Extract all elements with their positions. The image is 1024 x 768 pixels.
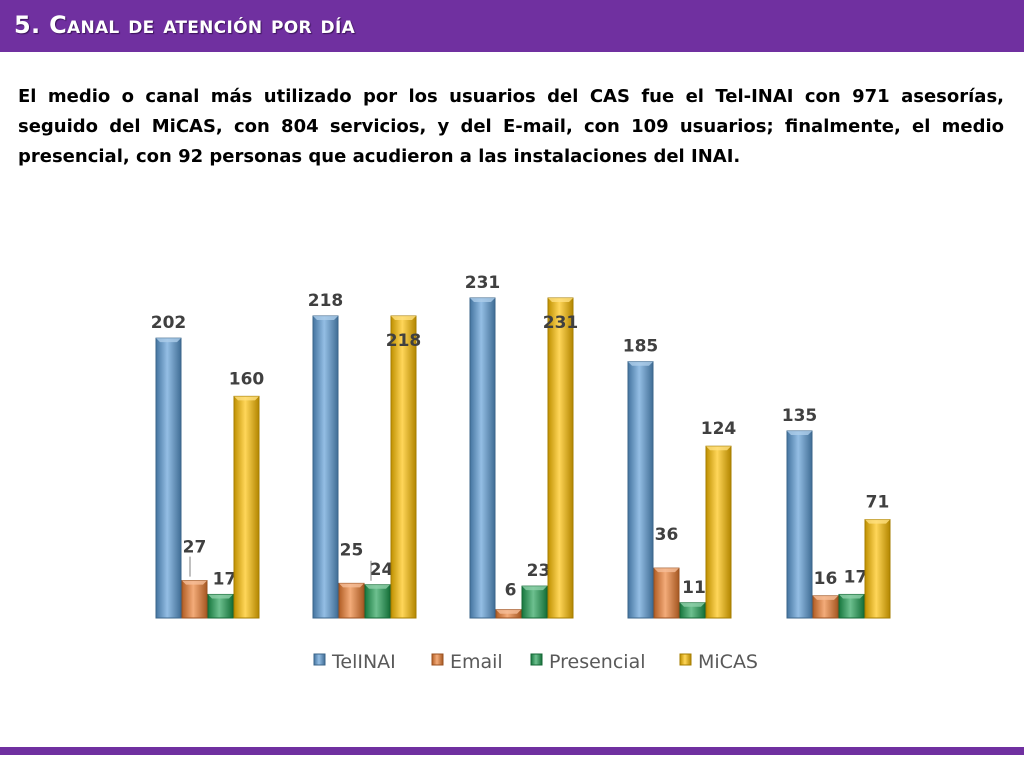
bar-cap-email-4	[654, 568, 679, 573]
bar-cap-micas-1	[234, 396, 259, 401]
bar-cap-telinai-5	[787, 430, 812, 435]
data-label-micas-4: 124	[701, 419, 737, 439]
legend-label-presencial: Presencial	[549, 651, 645, 673]
data-label-presencial-5: 17	[844, 567, 868, 587]
slide-title: 5. Canal de atención por día	[14, 11, 356, 39]
bar-cap-email-2	[339, 583, 364, 588]
bar-micas-1	[233, 395, 260, 619]
bar-micas-2	[390, 315, 417, 619]
bar-cap-micas-4	[706, 446, 731, 451]
bar-cap-micas-3	[548, 298, 573, 302]
bar-cap-presencial-4	[680, 602, 705, 607]
legend-label-micas: MiCAS	[698, 651, 758, 673]
data-label-email-1: 27	[183, 538, 207, 558]
data-label-telinai-1: 202	[151, 313, 187, 333]
bar-telinai-4	[627, 361, 654, 619]
bar-cap-presencial-3	[522, 586, 547, 591]
bar-email-4	[653, 567, 680, 619]
bar-cap-micas-5	[865, 519, 890, 524]
data-label-email-4: 36	[655, 525, 679, 545]
bar-telinai-1	[155, 337, 182, 619]
bar-cap-telinai-2	[313, 316, 338, 321]
legend-swatch-email	[431, 653, 444, 666]
bar-email-1	[181, 580, 208, 619]
bar-cap-email-5	[813, 595, 838, 600]
bar-presencial-3	[521, 585, 548, 619]
data-label-email-3: 6	[505, 581, 517, 601]
data-label-email-5: 16	[814, 569, 838, 589]
bar-email-2	[338, 582, 365, 619]
data-label-presencial-1: 17	[213, 569, 237, 589]
legend-swatch-telinai	[313, 653, 326, 666]
bar-cap-telinai-1	[156, 338, 181, 343]
bar-cap-presencial-1	[208, 594, 233, 599]
data-label-micas-2: 218	[386, 331, 422, 351]
legend-swatch-micas	[679, 653, 692, 666]
bar-cap-email-3	[496, 609, 521, 614]
data-label-micas-5: 71	[866, 493, 890, 513]
data-label-micas-3: 231	[543, 313, 579, 333]
bar-cap-micas-2	[391, 316, 416, 321]
bar-telinai-2	[312, 315, 339, 619]
data-label-presencial-3: 23	[527, 561, 551, 581]
bar-micas-3	[547, 297, 574, 619]
data-label-telinai-2: 218	[308, 291, 344, 311]
bar-cap-presencial-2	[365, 584, 390, 589]
legend-label-telinai: TelINAI	[331, 651, 396, 673]
data-label-presencial-4: 11	[682, 578, 706, 598]
bar-micas-5	[864, 519, 891, 619]
bar-telinai-5	[786, 430, 813, 619]
bar-cap-telinai-4	[628, 361, 653, 366]
legend-swatch-presencial	[530, 653, 543, 666]
data-label-micas-1: 160	[229, 369, 265, 389]
bar-presencial-2	[364, 584, 391, 619]
bar-telinai-3	[469, 297, 496, 619]
data-label-telinai-3: 231	[465, 273, 501, 293]
bar-cap-email-1	[182, 580, 207, 585]
data-label-telinai-5: 135	[782, 406, 818, 426]
legend-label-email: Email	[450, 651, 503, 673]
title-bar: 5. Canal de atención por día	[0, 0, 1024, 52]
intro-paragraph: El medio o canal más utilizado por los u…	[18, 86, 1004, 167]
data-label-telinai-4: 185	[623, 337, 659, 357]
bottom-bar	[0, 747, 1024, 755]
bar-cap-telinai-3	[470, 298, 495, 302]
bar-cap-presencial-5	[839, 594, 864, 599]
data-label-presencial-2: 24	[370, 560, 394, 580]
data-label-email-2: 25	[340, 540, 364, 560]
bar-micas-4	[705, 445, 732, 619]
